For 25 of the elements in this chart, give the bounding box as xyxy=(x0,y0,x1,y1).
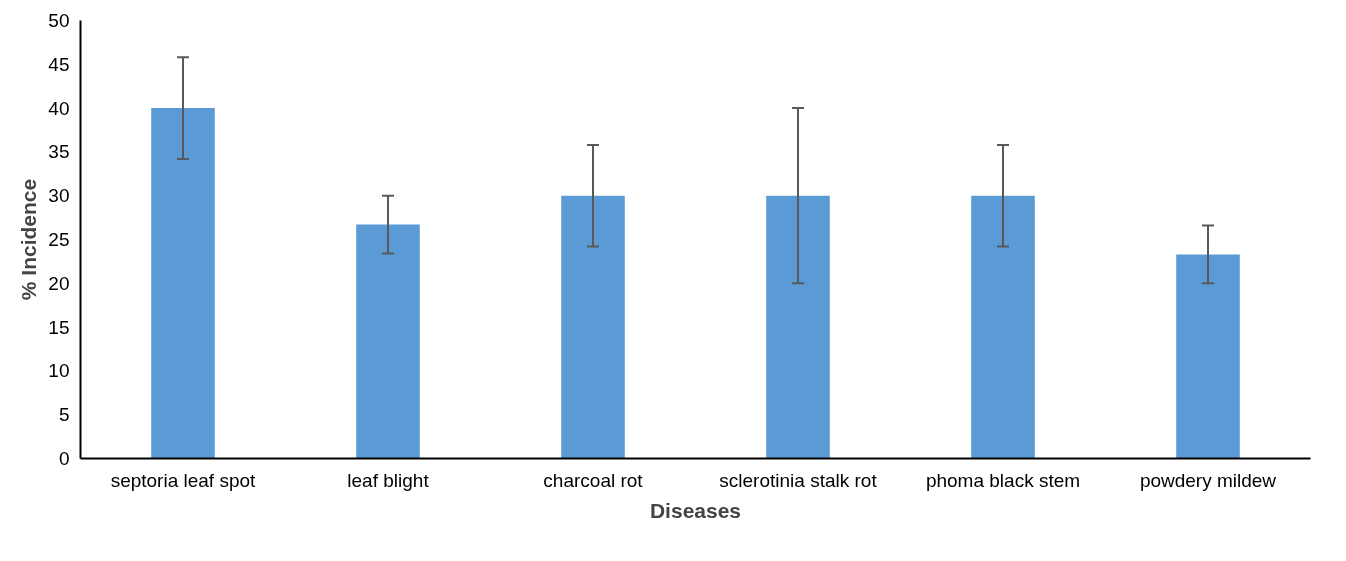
bar xyxy=(356,224,420,459)
bar xyxy=(151,108,215,459)
y-tick-label: 10 xyxy=(48,360,70,382)
bar xyxy=(971,195,1035,459)
y-tick-label: 25 xyxy=(48,229,70,250)
y-tick-label: 35 xyxy=(48,141,70,163)
y-tick-label: 20 xyxy=(48,272,70,294)
x-tick-label: charcoal rot xyxy=(543,469,644,491)
bar xyxy=(766,195,830,459)
y-tick-label: 30 xyxy=(48,185,70,207)
x-tick-label: phoma black stem xyxy=(925,469,1081,491)
x-tick-label: sclerotinia stalk rot xyxy=(719,469,878,491)
y-tick-label: 45 xyxy=(48,53,70,75)
bar xyxy=(561,195,625,459)
y-tick-label: 0 xyxy=(58,448,70,469)
x-tick-label: septoria leaf spot xyxy=(110,469,257,491)
y-tick-label: 40 xyxy=(48,97,70,119)
x-tick-label: powdery mildew xyxy=(1139,469,1277,491)
x-tick-label: leaf blight xyxy=(347,469,430,491)
y-tick-label: 50 xyxy=(48,10,70,31)
x-axis-title: Diseases xyxy=(649,498,742,522)
y-tick-label: 15 xyxy=(48,316,70,338)
y-tick-label: 5 xyxy=(58,404,70,426)
bar xyxy=(1176,254,1240,459)
y-axis-title: % Incidence xyxy=(17,178,41,301)
